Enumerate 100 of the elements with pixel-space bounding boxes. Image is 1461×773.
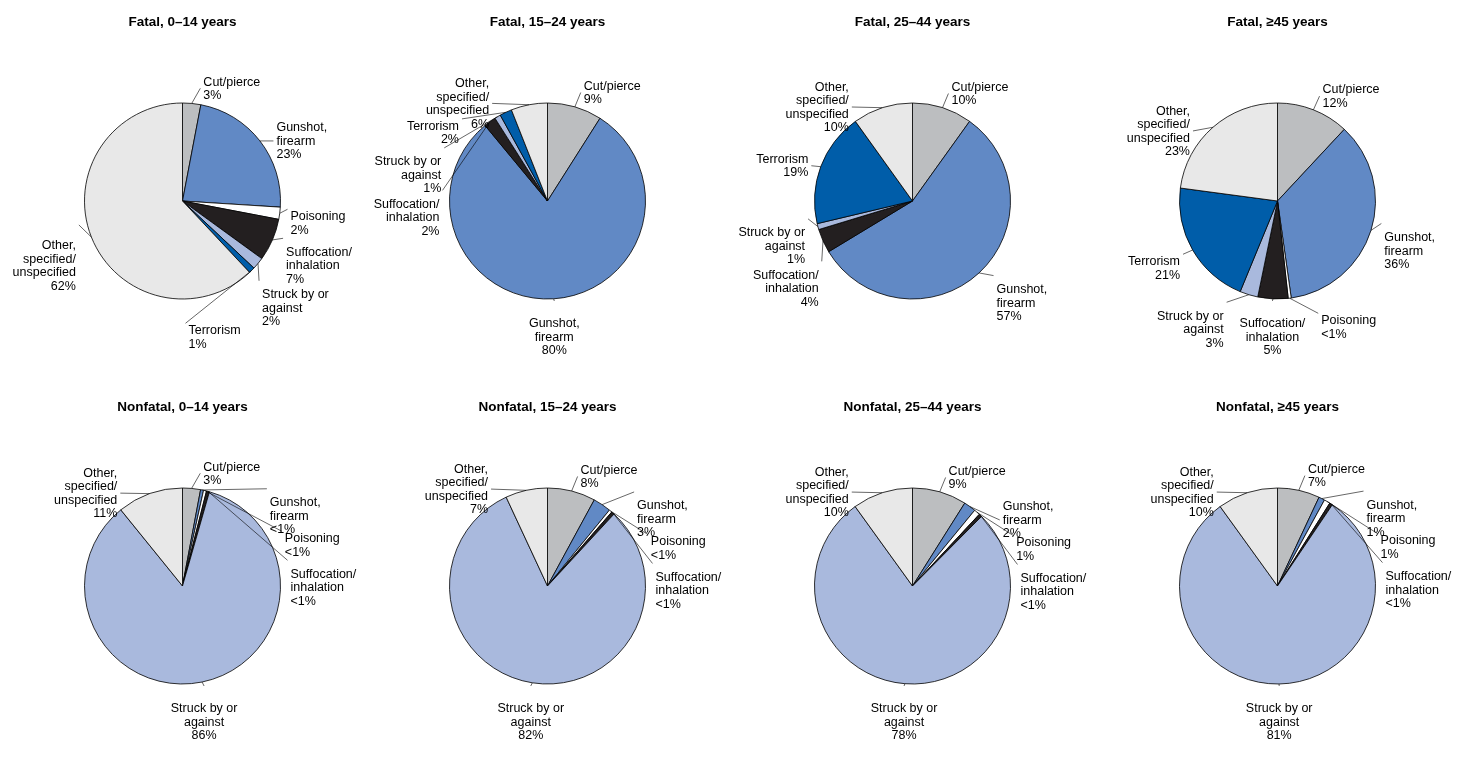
slice-label: Other, specified/unspecified (785, 79, 850, 121)
data-label: 1% (1380, 546, 1399, 561)
data-label: 23% (1164, 144, 1190, 159)
data-label: <1% (1385, 596, 1411, 611)
data-label: 57% (996, 309, 1022, 324)
slice-label: Gunshot, firearm (1384, 230, 1436, 258)
slice-label: Gunshot, firearm (996, 282, 1048, 310)
data-label: 82% (518, 728, 544, 743)
slice-label: Suffocation/inhalation (1020, 570, 1087, 599)
slice-label: Terrorism (756, 151, 809, 166)
data-label: <1% (284, 544, 311, 559)
slice-label: Cut/pierce (951, 79, 1009, 94)
data-label: 3% (1205, 335, 1224, 350)
slice-label: Terrorism (1127, 254, 1181, 268)
slice-label: Poisoning (290, 209, 346, 224)
chart-title: Nonfatal, 15–24 years (478, 398, 617, 414)
slice-label: Poisoning (1321, 313, 1377, 328)
slice-label: Other, specified/unspecified (54, 465, 118, 507)
slice-label: Struck by or against (738, 225, 806, 253)
data-label: 36% (1384, 257, 1410, 272)
data-label: 3% (203, 473, 222, 488)
slice-label: Gunshot, firearm (528, 316, 580, 344)
data-label: <1% (290, 593, 316, 608)
slice-label: Cut/pierce (583, 78, 641, 93)
data-label: 62% (50, 278, 76, 293)
data-label: 2% (290, 222, 309, 237)
slice-label: Other, specified/unspecified (12, 238, 77, 280)
chart-title: Nonfatal, 25–44 years (843, 398, 982, 414)
data-label: 6% (471, 116, 490, 131)
slice-label: Struck by or against (262, 287, 329, 315)
data-label: 3% (203, 88, 222, 103)
data-label: 1% (1016, 548, 1035, 563)
chart-title: Fatal, 15–24 years (489, 13, 606, 29)
slice-label: Gunshot, firearm (276, 120, 328, 148)
slice-label: Cut/pierce (203, 74, 261, 89)
slice-label: Cut/pierce (203, 459, 261, 474)
slice-label: Cut/pierce (1307, 461, 1365, 476)
data-label: <1% (1321, 326, 1347, 341)
slice-label: Cut/pierce (948, 463, 1006, 478)
data-label: <1% (650, 547, 677, 562)
data-label: 86% (191, 728, 217, 743)
data-label: 19% (783, 165, 809, 180)
slice-label: Suffocation/inhalation (752, 267, 820, 296)
data-label: 7% (469, 502, 489, 517)
data-label: 23% (276, 147, 302, 162)
data-label: 4% (800, 294, 819, 309)
slice-label: Struck by or against (497, 701, 565, 729)
slice-label: Suffocation/inhalation (1239, 316, 1306, 344)
slice-label: Gunshot, firearm (637, 498, 688, 526)
slice-label: Struck by or against (374, 154, 442, 182)
data-label: 2% (440, 132, 459, 147)
chart-title: Nonfatal, ≥45 years (1216, 398, 1339, 414)
data-label: 7% (286, 271, 305, 286)
data-label: <1% (1020, 597, 1046, 612)
slice-label: Other, specified/unspecified (1150, 464, 1215, 506)
data-label: <1% (655, 596, 681, 611)
slice-label: Other, specified/unspecified (425, 76, 490, 118)
slice-label: Gunshot, firearm (1366, 497, 1418, 526)
chart-title: Nonfatal, 0–14 years (117, 398, 248, 414)
slice-label: Other, specified/unspecified (785, 464, 850, 506)
data-label: 10% (823, 505, 849, 520)
slice-label: Struck by or against (170, 701, 238, 729)
data-label: 1% (188, 336, 207, 351)
data-label: 8% (580, 476, 599, 491)
data-label: 10% (951, 93, 977, 108)
data-label: 1% (786, 252, 806, 267)
slice-label: Struck by or against (870, 701, 938, 729)
data-label: 12% (1322, 95, 1348, 110)
slice-label: Other, specified/unspecified (424, 461, 489, 503)
data-label: 10% (1188, 505, 1214, 520)
data-label: 81% (1266, 728, 1292, 743)
data-label: 9% (948, 477, 967, 492)
slice-label: Suffocation/inhalation (655, 569, 722, 598)
data-label: 2% (262, 314, 281, 329)
data-label: 2% (421, 223, 440, 238)
data-label: 10% (823, 120, 849, 135)
slice-label: Terrorism (406, 118, 459, 133)
data-label: 9% (583, 92, 602, 107)
slice-label: Struck by or against (1245, 701, 1313, 729)
slice-label: Suffocation/inhalation (290, 566, 357, 595)
chart-title: Fatal, ≥45 years (1227, 13, 1328, 29)
slice-label: Gunshot, firearm (1002, 499, 1054, 527)
slice-label: Cut/pierce (580, 462, 638, 477)
data-label: 78% (891, 728, 917, 743)
slice-label: Suffocation/inhalation (1385, 569, 1452, 597)
data-label: 11% (93, 506, 118, 521)
data-label: 21% (1154, 267, 1181, 282)
slice-label: Other, specified/unspecified (1126, 103, 1191, 145)
chart-title: Fatal, 25–44 years (854, 13, 971, 29)
data-label: 5% (1263, 343, 1282, 358)
slice-label: Gunshot, firearm (269, 495, 321, 523)
slice-label: Struck by or against (1156, 308, 1225, 337)
slice-label: Cut/pierce (1322, 82, 1380, 97)
slice-label: Terrorism (188, 323, 241, 338)
slice-label: Suffocation/inhalation (373, 196, 441, 225)
data-label: 1% (423, 181, 442, 196)
slice-label: Suffocation/inhalation (286, 244, 353, 273)
chart-title: Fatal, 0–14 years (128, 13, 237, 29)
data-label: 7% (1307, 475, 1326, 490)
data-label: 80% (541, 343, 567, 358)
